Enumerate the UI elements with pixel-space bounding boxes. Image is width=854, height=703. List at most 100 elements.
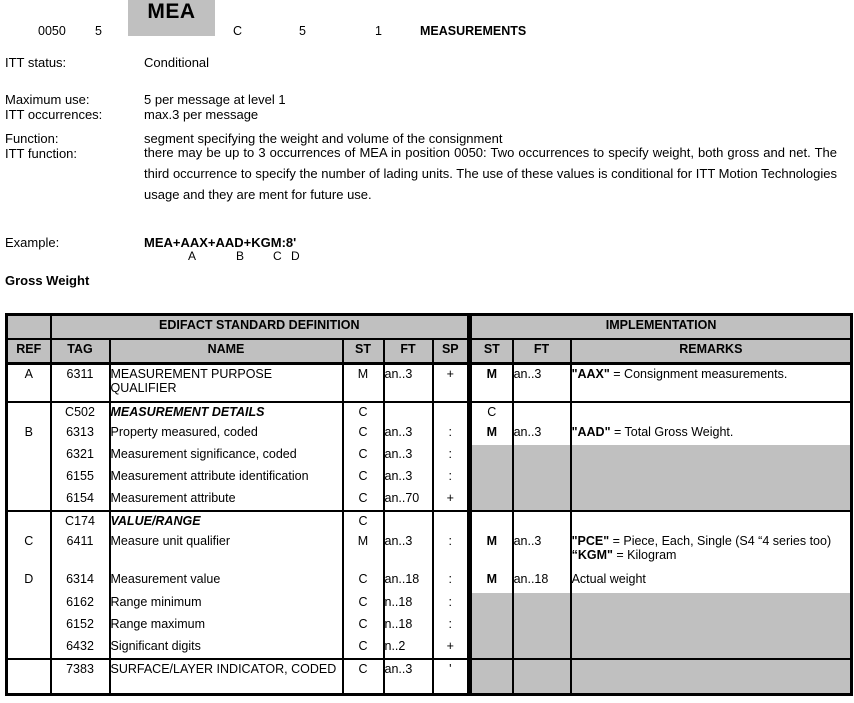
remark-text: = Kilogram <box>612 547 677 562</box>
name-cell: Property measured, coded <box>108 422 343 445</box>
st-cell: C <box>341 614 384 637</box>
st-cell: C <box>341 509 384 532</box>
impl-st-cell: M <box>467 531 513 570</box>
impl-st-cell <box>467 592 513 615</box>
table-row-6313: B 6313 Property measured, coded C an..3 … <box>5 422 852 445</box>
impl-st-cell: M <box>467 569 513 593</box>
impl-remarks-cell <box>569 592 852 615</box>
tag-cell: C502 <box>49 400 110 423</box>
sp-cell: : <box>431 569 470 593</box>
impl-remarks-cell <box>569 488 852 511</box>
tag-cell: 6314 <box>49 569 110 593</box>
ref-cell <box>5 488 51 511</box>
ref-cell <box>5 400 51 423</box>
ref-cell: B <box>5 422 51 445</box>
sp-cell: : <box>431 422 470 445</box>
table-row-6311: A 6311 MEASUREMENT PURPOSE QUALIFIER M a… <box>5 363 852 402</box>
info-label: ITT status: <box>5 55 67 70</box>
implementation-group-header: IMPLEMENTATION <box>467 314 852 340</box>
info-value: 5 per message at level 1 <box>144 92 286 107</box>
impl-st-cell <box>467 636 513 659</box>
ref-header-spacer <box>5 314 51 340</box>
impl-st-cell: M <box>467 422 513 445</box>
impl-st-cell <box>467 466 513 489</box>
segment-position: 0050 <box>38 24 66 38</box>
remark-line: “KGM" = Kilogram <box>571 547 851 562</box>
impl-ft-cell: an..3 <box>511 363 571 402</box>
impl-st-cell: M <box>467 363 513 402</box>
tag-cell: 6154 <box>49 488 110 511</box>
segment-max: 5 <box>299 24 306 38</box>
remark-line: Actual weight <box>571 571 851 586</box>
info-value: segment specifying the weight and volume… <box>144 131 503 146</box>
info-value: max.3 per message <box>144 107 259 122</box>
table-row-6154: 6154 Measurement attribute C an..70 + <box>5 488 852 511</box>
remark-line: "AAX" = Consignment measurements. <box>573 367 851 381</box>
remark-text: = Piece, Each, Single (S4 “4 series too) <box>609 533 832 548</box>
col-header-impl-st: ST <box>467 339 513 365</box>
impl-remarks-cell <box>569 657 852 695</box>
impl-remarks-cell <box>569 614 852 637</box>
impl-ft-cell <box>511 636 571 659</box>
st-cell: C <box>341 569 384 593</box>
info-label: Maximum use: <box>5 92 90 107</box>
impl-remarks-cell: "PCE" = Piece, Each, Single (S4 “4 serie… <box>569 531 852 570</box>
impl-st-cell: C <box>467 400 513 423</box>
ft-cell: an..3 <box>382 363 433 402</box>
ft-cell <box>382 400 433 423</box>
impl-ft-cell <box>511 466 571 489</box>
impl-ft-cell <box>511 592 571 615</box>
tag-cell: C174 <box>49 509 110 532</box>
section-title: Gross Weight <box>5 273 90 288</box>
ft-cell: an..3 <box>382 444 433 467</box>
remark-text: Actual weight <box>571 571 646 586</box>
tag-cell: 6155 <box>49 466 110 489</box>
col-header-st: ST <box>341 339 384 365</box>
ref-cell <box>5 592 51 615</box>
tag-cell: 7383 <box>49 657 110 695</box>
ref-cell: D <box>5 569 51 593</box>
impl-remarks-cell: Actual weight <box>569 569 852 593</box>
remark-line: "PCE" = Piece, Each, Single (S4 “4 serie… <box>573 533 851 548</box>
name-cell: Range maximum <box>108 614 343 637</box>
impl-st-cell <box>467 444 513 467</box>
remark-text: = Consignment measurements. <box>609 367 788 381</box>
st-cell: C <box>341 466 384 489</box>
impl-remarks-cell: "AAX" = Consignment measurements. <box>569 363 852 402</box>
col-header-sp: SP <box>431 339 470 365</box>
sp-cell: : <box>431 592 470 615</box>
col-header-impl-ft: FT <box>511 339 571 365</box>
impl-st-cell <box>467 509 513 532</box>
remark-code: "AAD" <box>571 424 611 439</box>
example-marker-a: A <box>188 249 197 263</box>
st-cell: M <box>341 363 384 402</box>
st-cell: C <box>341 592 384 615</box>
example-string: MEA+AAX+AAD+KGM:8' <box>144 235 297 250</box>
impl-ft-cell: an..3 <box>511 531 571 570</box>
remark-code: “KGM" <box>571 547 613 562</box>
sp-cell: + <box>431 488 470 511</box>
impl-ft-cell: an..3 <box>511 422 571 445</box>
ref-cell <box>5 636 51 659</box>
col-header-ft: FT <box>382 339 433 365</box>
ref-cell <box>5 614 51 637</box>
ref-cell <box>5 466 51 489</box>
sp-cell: : <box>431 614 470 637</box>
info-value: there may be up to 3 occurrences of MEA … <box>144 145 837 202</box>
table-row-6155: 6155 Measurement attribute identificatio… <box>5 466 852 489</box>
sp-cell: : <box>431 531 470 570</box>
impl-ft-cell <box>511 400 571 423</box>
name-cell: MEASUREMENT PURPOSE QUALIFIER <box>108 363 343 402</box>
sp-cell: + <box>431 363 470 402</box>
table-row-6314: D 6314 Measurement value C an..18 : M an… <box>5 569 852 593</box>
segment-level: 1 <box>375 24 382 38</box>
ft-cell: an..18 <box>382 569 433 593</box>
table-row-6152: 6152 Range maximum C n..18 : <box>5 614 852 637</box>
impl-remarks-cell <box>569 400 852 423</box>
segment-spec-table: EDIFACT STANDARD DEFINITION IMPLEMENTATI… <box>5 313 854 696</box>
segment-repeat: 5 <box>95 24 102 38</box>
tag-cell: 6162 <box>49 592 110 615</box>
ft-cell: n..18 <box>382 592 433 615</box>
impl-remarks-cell <box>569 509 852 532</box>
